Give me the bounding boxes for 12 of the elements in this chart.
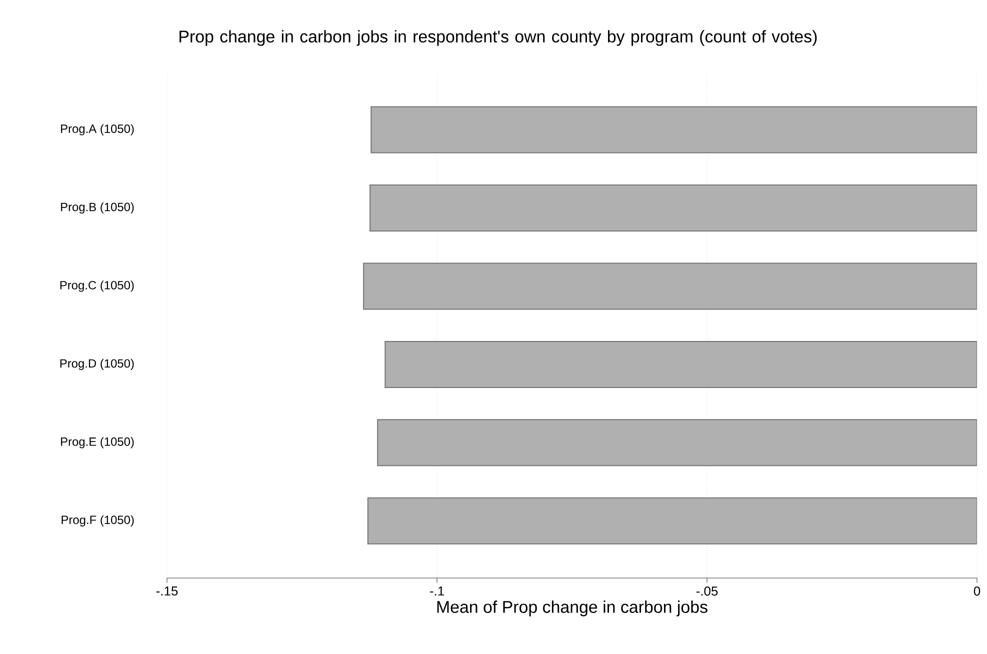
y-tick-label: Prog.F (1050)	[62, 515, 134, 526]
x-tick-label: -.05	[696, 586, 718, 596]
y-tick-label: Prog.E (1050)	[61, 437, 134, 448]
y-tick-label: Prog.B (1050)	[61, 202, 134, 214]
x-tick-label: -.15	[156, 586, 178, 596]
y-tick-label: Prog.D (1050)	[60, 358, 134, 370]
y-tick-label: Prog.A (1050)	[61, 124, 134, 136]
x-tick-label: -.1	[430, 586, 444, 596]
chart-title: Prop change in carbon jobs in respondent's own county by program (count of votes)	[180, 30, 817, 46]
x-axis-title: Mean of Prop change in carbon jobs	[437, 600, 708, 616]
y-tick-label: Prog.C (1050)	[60, 280, 134, 292]
x-tick-label: 0	[974, 586, 980, 596]
